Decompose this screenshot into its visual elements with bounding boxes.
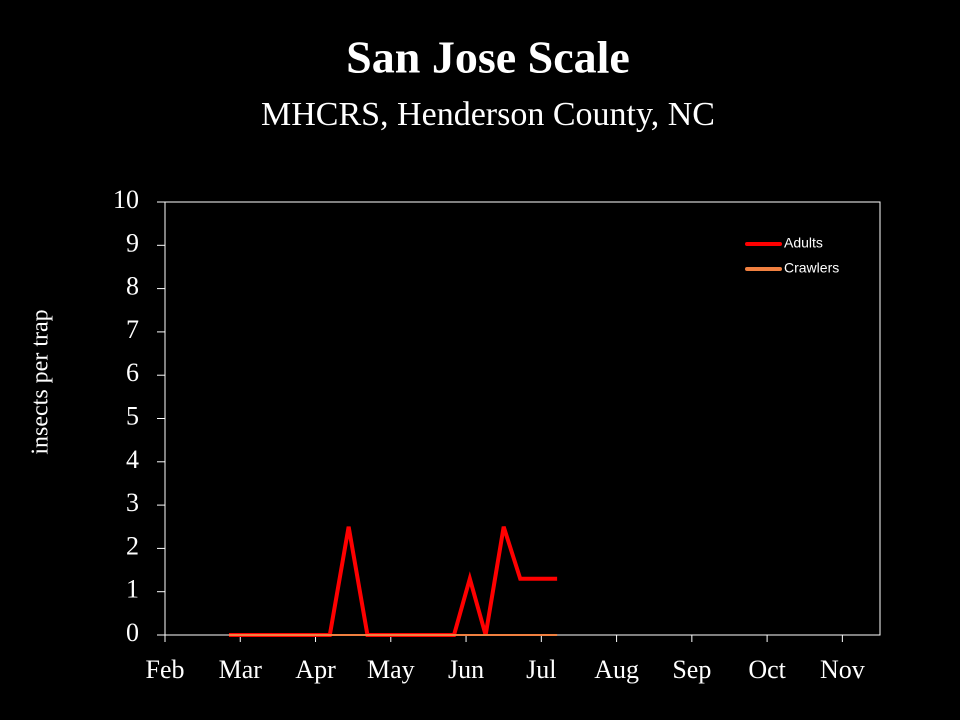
x-tick-label: Jun [448, 655, 484, 684]
y-tick-label: 0 [126, 618, 139, 647]
chart-subtitle: MHCRS, Henderson County, NC [261, 96, 715, 133]
y-tick-label: 4 [126, 445, 139, 474]
x-tick-label: Feb [146, 655, 185, 684]
x-tick-label: Mar [219, 655, 263, 684]
y-tick-label: 6 [126, 358, 139, 387]
series-line [228, 526, 558, 637]
y-tick-label: 8 [126, 272, 139, 301]
y-tick-label: 9 [126, 228, 139, 257]
y-tick-label: 3 [126, 488, 139, 517]
legend-label: Crawlers [784, 260, 839, 276]
x-tick-label: Oct [748, 655, 786, 684]
y-tick-label: 7 [126, 315, 139, 344]
x-tick-label: Apr [295, 655, 336, 684]
y-tick-label: 2 [126, 531, 139, 560]
x-tick-label: Aug [594, 655, 639, 684]
y-tick-label: 1 [126, 575, 139, 604]
y-tick-label: 5 [126, 401, 139, 430]
y-axis-label: insects per trap [28, 309, 54, 454]
plot-frame [164, 201, 881, 636]
legend-label: Adults [784, 235, 823, 251]
x-tick-label: Nov [820, 655, 865, 684]
y-tick-label: 10 [113, 185, 139, 214]
x-tick-label: May [367, 655, 415, 684]
chart-title: San Jose Scale [346, 32, 630, 83]
x-tick-label: Jul [526, 655, 556, 684]
x-tick-label: Sep [672, 655, 711, 684]
